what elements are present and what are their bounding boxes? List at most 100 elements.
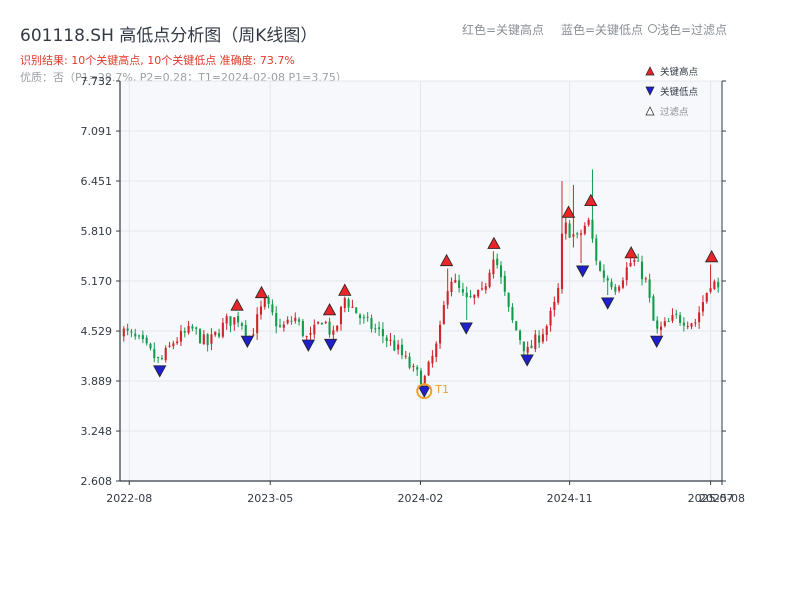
candle-body xyxy=(138,335,141,337)
candle-body xyxy=(587,219,590,225)
candle-body xyxy=(393,340,396,351)
candle-body xyxy=(591,219,594,239)
candle-body xyxy=(458,280,461,288)
candle-body xyxy=(671,315,674,321)
candle-body xyxy=(309,332,312,335)
candle-body xyxy=(595,238,598,261)
candle-body xyxy=(351,306,354,308)
candle-body xyxy=(602,270,605,278)
candle-body xyxy=(164,347,167,361)
candle-body xyxy=(339,306,343,325)
candle-body xyxy=(141,335,144,340)
candle-body xyxy=(717,282,720,288)
legend-label: 关键高点 xyxy=(660,66,699,78)
candle-body xyxy=(237,315,240,323)
candle-body xyxy=(690,323,693,327)
candle-body xyxy=(385,337,388,342)
key-low-marker xyxy=(601,297,615,310)
key-low-marker xyxy=(153,365,167,378)
candle-body xyxy=(629,262,632,267)
candle-body xyxy=(298,319,301,322)
candle-body xyxy=(541,334,544,342)
candle-body xyxy=(378,327,381,329)
candle-body xyxy=(191,326,194,329)
candle-body xyxy=(473,295,476,298)
candle-body xyxy=(507,292,510,307)
candle-body xyxy=(534,334,537,350)
candle-body xyxy=(633,259,636,263)
candle-body xyxy=(579,233,583,235)
candle-body xyxy=(701,302,704,312)
candle-body xyxy=(275,313,278,327)
candle-body xyxy=(381,328,384,337)
candle-body xyxy=(332,330,335,335)
candle-body xyxy=(644,278,647,280)
header-legend-key-low: 蓝色=关键低点 xyxy=(561,23,644,37)
key-high-marker xyxy=(230,298,244,311)
y-tick-label: 7.732 xyxy=(81,75,113,88)
candle-body xyxy=(667,321,670,323)
candle-body xyxy=(625,267,628,281)
candle-body xyxy=(618,286,621,291)
candle-body xyxy=(419,370,423,385)
x-tick-label: 2024-02 xyxy=(397,492,443,505)
candle-body xyxy=(557,288,560,303)
x-tick-label: 2022-08 xyxy=(106,492,152,505)
key-high-marker xyxy=(322,303,337,316)
candle-body xyxy=(652,296,655,321)
circle-icon xyxy=(648,24,657,33)
candle-body xyxy=(400,344,403,356)
candle-body xyxy=(286,319,289,324)
candle-body xyxy=(252,334,255,336)
candle-body xyxy=(160,357,163,359)
candle-body xyxy=(290,320,293,322)
candle-body xyxy=(355,307,358,314)
candle-body xyxy=(705,292,708,302)
candle-body xyxy=(168,345,171,347)
candle-body xyxy=(488,272,491,287)
candle-body xyxy=(313,324,316,335)
legend-marker xyxy=(645,106,655,116)
legend-marker xyxy=(645,66,655,76)
candle-body xyxy=(183,330,186,333)
candle-body xyxy=(431,355,434,364)
candle-body xyxy=(195,327,198,329)
key-high-marker xyxy=(338,283,352,296)
key-low-marker xyxy=(323,338,338,352)
candle-body xyxy=(698,312,701,323)
key-high-marker xyxy=(704,249,719,263)
candle-body xyxy=(176,341,179,344)
candle-body xyxy=(145,337,148,344)
candle-body xyxy=(324,322,327,324)
candle-body xyxy=(648,279,651,298)
candle-body xyxy=(370,318,373,330)
candle-body xyxy=(130,331,133,333)
key-low-marker xyxy=(575,265,590,278)
candle-body xyxy=(206,334,209,345)
candle-body xyxy=(621,280,624,288)
key-high-marker xyxy=(254,285,269,299)
header-legend-key-high: 红色=关键高点 xyxy=(462,23,545,37)
candle-body xyxy=(126,328,129,331)
key-low-marker xyxy=(520,354,534,367)
x-tick-label: 2025-07 xyxy=(688,492,734,505)
candle-body xyxy=(320,322,323,325)
candle-body xyxy=(362,317,365,319)
candle-body xyxy=(343,298,346,309)
candle-body xyxy=(221,322,224,337)
key-low-marker xyxy=(240,335,255,348)
candle-body xyxy=(549,310,552,326)
x-tick-label: 2025-08 xyxy=(699,492,745,505)
candle-body xyxy=(599,261,602,271)
candle-body xyxy=(450,281,453,292)
candle-body xyxy=(637,260,640,262)
key-high-marker xyxy=(439,253,454,267)
candle-body xyxy=(259,306,263,315)
candle-body xyxy=(530,345,533,349)
candle-body xyxy=(560,233,564,290)
candle-body xyxy=(240,323,243,326)
candle-body xyxy=(679,315,682,323)
candle-body xyxy=(659,326,663,331)
candle-body xyxy=(435,343,438,358)
y-tick-label: 4.529 xyxy=(81,325,113,338)
